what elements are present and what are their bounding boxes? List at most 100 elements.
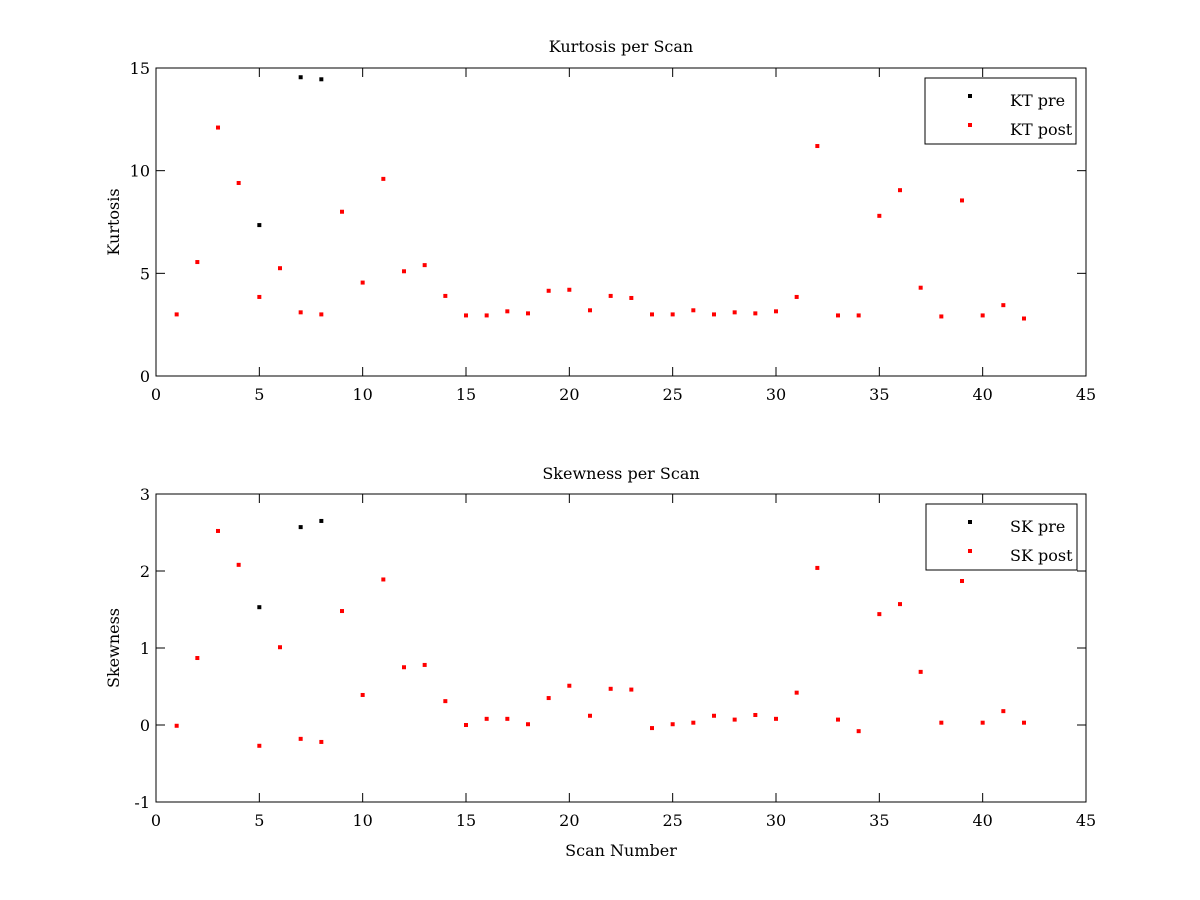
skewness-post-point (712, 713, 716, 718)
skewness-post-point (1022, 720, 1026, 725)
skewness-post-point (939, 720, 944, 725)
kurtosis-post-point (877, 213, 882, 218)
kurtosis-post-point (836, 313, 840, 318)
kurtosis-post-point (1001, 303, 1006, 308)
kurtosis-x-tick-label: 25 (662, 385, 682, 404)
skewness-legend-label-pre: SK pre (1010, 517, 1065, 536)
kurtosis-post-point (567, 287, 572, 292)
skewness-post-point (918, 669, 923, 674)
skewness-title: Skewness per Scan (542, 464, 699, 483)
kurtosis-y-tick-label: 5 (140, 264, 150, 283)
kurtosis-x-tick-label: 40 (972, 385, 992, 404)
kurtosis-post-point (484, 313, 489, 318)
skewness-post-point (960, 579, 964, 584)
skewness-post-point (195, 656, 200, 661)
kurtosis-post-point (546, 288, 551, 293)
kurtosis-post-point (381, 176, 386, 181)
skewness-x-tick-label: 20 (559, 811, 579, 830)
kurtosis-post-point (526, 311, 530, 316)
skewness-post-point (1001, 709, 1006, 714)
kurtosis-x-ticks: 0 5 10 15 20 25 30 35 40 45 (151, 68, 1096, 404)
kurtosis-y-tick-label: 15 (130, 59, 150, 78)
skewness-y-tick-label: 1 (140, 639, 150, 658)
skewness-x-tick-label: 40 (972, 811, 992, 830)
skewness-y-tick-label: 0 (140, 716, 150, 735)
kurtosis-post-point (278, 266, 282, 271)
kurtosis-post-point (629, 295, 634, 300)
kurtosis-legend-box (924, 77, 1077, 145)
kurtosis-x-tick-label: 20 (559, 385, 579, 404)
kurtosis-post-point (960, 198, 964, 203)
skewness-points (174, 518, 1026, 748)
skewness-y-ticks: -1 0 1 2 3 (134, 485, 1086, 812)
skewness-post-point (443, 699, 448, 704)
skewness-post-point (298, 736, 303, 741)
kurtosis-post-point (216, 125, 220, 130)
skewness-x-axis-label: Scan Number (565, 841, 677, 860)
skewness-post-point (236, 562, 241, 567)
skewness-post-point (340, 609, 344, 614)
skewness-pre-point (298, 525, 303, 530)
kurtosis-x-tick-label: 30 (766, 385, 786, 404)
kurtosis-post-point (402, 269, 406, 274)
kurtosis-post-point (650, 312, 654, 317)
kurtosis-y-ticks: 0 5 10 15 (130, 59, 1086, 386)
kurtosis-post-point (236, 180, 241, 185)
kurtosis-title: Kurtosis per Scan (549, 37, 693, 56)
kurtosis-post-point (794, 294, 799, 299)
skewness-post-point (381, 577, 386, 582)
skewness-post-point (319, 739, 324, 744)
kurtosis-y-axis-label: Kurtosis (104, 188, 123, 255)
kurtosis-legend-marker-post (968, 123, 972, 127)
kurtosis-post-point (340, 209, 344, 214)
skewness-post-point (650, 726, 654, 731)
kurtosis-post-point (319, 312, 324, 317)
skewness-x-tick-label: 5 (254, 811, 264, 830)
skewness-post-point (691, 720, 696, 725)
skewness-y-axis-label: Skewness (104, 608, 123, 688)
skewness-post-point (278, 645, 282, 650)
kurtosis-x-tick-label: 45 (1076, 385, 1096, 404)
skewness-post-point (753, 712, 758, 717)
skewness-post-point (402, 665, 406, 670)
skewness-post-point (794, 690, 799, 695)
kurtosis-x-tick-label: 0 (151, 385, 161, 404)
skewness-post-point (815, 565, 820, 570)
kurtosis-post-point (464, 313, 468, 318)
kurtosis-x-tick-label: 10 (352, 385, 372, 404)
kurtosis-legend-label-post: KT post (1010, 120, 1073, 139)
skewness-pre-point (319, 518, 324, 523)
kurtosis-pre-point (319, 77, 324, 82)
skewness-legend-marker-post (968, 549, 972, 553)
skewness-post-point (608, 686, 613, 691)
skewness-post-point (422, 662, 427, 667)
skewness-post-point (732, 717, 737, 722)
skewness-x-tick-label: 15 (456, 811, 476, 830)
kurtosis-post-point (774, 309, 778, 314)
kurtosis-post-point (588, 308, 592, 313)
skewness-legend-label-post: SK post (1010, 546, 1073, 565)
skewness-x-tick-label: 35 (869, 811, 889, 830)
kurtosis-post-point (939, 314, 944, 319)
skewness-post-point (836, 717, 840, 722)
kurtosis-post-point (360, 280, 365, 285)
skewness-post-point (526, 722, 530, 727)
kurtosis-x-tick-label: 35 (869, 385, 889, 404)
skewness-legend-box (925, 503, 1078, 571)
kurtosis-legend-label-pre: KT pre (1010, 91, 1065, 110)
skewness-post-point (877, 612, 882, 617)
kurtosis-post-point (1022, 316, 1026, 321)
kurtosis-points (174, 75, 1026, 321)
kurtosis-post-point (918, 285, 923, 290)
kurtosis-post-point (753, 311, 758, 316)
kurtosis-post-point (712, 312, 716, 317)
kurtosis-x-tick-label: 15 (456, 385, 476, 404)
kurtosis-y-tick-label: 10 (130, 162, 150, 181)
kurtosis-post-point (691, 308, 696, 313)
skewness-post-point (484, 716, 489, 721)
kurtosis-pre-point (257, 223, 262, 228)
skewness-post-point (856, 729, 861, 734)
skewness-post-point (670, 722, 675, 727)
skewness-x-tick-label: 10 (352, 811, 372, 830)
